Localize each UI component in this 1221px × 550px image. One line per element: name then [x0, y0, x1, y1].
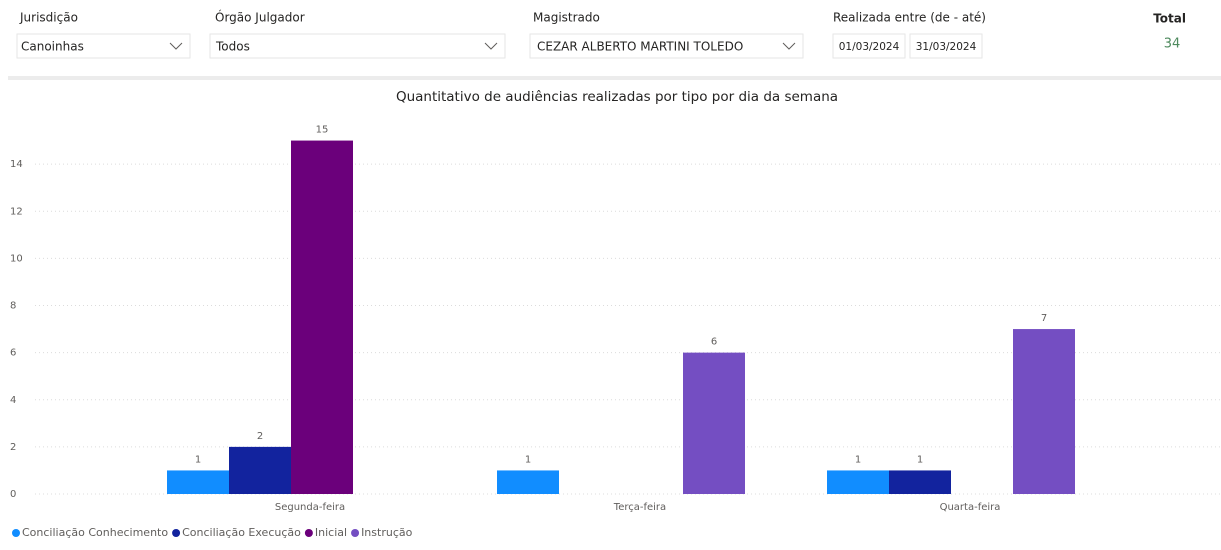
dropdown-value[interactable]: CEZAR ALBERTO MARTINI TOLEDO: [537, 40, 743, 54]
y-tick-label: 0: [10, 489, 16, 500]
data-label: 7: [1041, 313, 1047, 324]
data-label: 6: [711, 337, 717, 348]
legend-marker: [172, 529, 181, 537]
date-input[interactable]: [909, 33, 983, 59]
legend-label: Inicial: [315, 526, 347, 539]
filter-label: Magistrado: [533, 11, 600, 25]
legend-marker: [304, 529, 313, 537]
dropdown-value[interactable]: Canoinhas: [21, 40, 84, 54]
bar: [229, 446, 291, 494]
data-label: 2: [257, 431, 263, 442]
legend-label: Conciliação Execução: [182, 526, 301, 539]
bar: [167, 470, 229, 494]
chevron: [782, 42, 796, 50]
separator: [8, 76, 1221, 80]
dropdown-value[interactable]: Todos: [215, 40, 250, 54]
x-tick-label: Segunda-feira: [275, 502, 345, 513]
y-tick-label: 14: [10, 159, 23, 170]
bar: [497, 470, 559, 494]
y-tick-label: 6: [10, 348, 16, 359]
bar: [827, 470, 889, 494]
legend-label: Instrução: [361, 526, 413, 539]
bar: [683, 352, 745, 494]
bar: [889, 470, 951, 494]
data-label: 1: [195, 454, 201, 465]
x-tick-label: Terça-feira: [613, 502, 666, 513]
dropdown[interactable]: [16, 33, 191, 59]
data-label: 1: [855, 454, 861, 465]
date-from[interactable]: 01/03/2024: [839, 41, 900, 53]
legend-marker: [12, 529, 20, 537]
y-tick-label: 4: [10, 395, 16, 406]
bar: [291, 140, 353, 494]
date-to[interactable]: 31/03/2024: [916, 41, 977, 53]
filter-label: Realizada entre (de - até): [833, 11, 986, 25]
total-label: Total: [1153, 12, 1186, 26]
chevron: [169, 42, 183, 50]
data-label: 1: [525, 454, 531, 465]
dropdown[interactable]: [209, 33, 506, 59]
dropdown[interactable]: [529, 33, 804, 59]
y-tick-label: 8: [10, 301, 16, 312]
y-tick-label: 12: [10, 206, 23, 217]
total-value: 34: [1164, 37, 1181, 52]
bar: [1013, 329, 1075, 494]
y-tick-label: 2: [10, 442, 16, 453]
date-input[interactable]: [832, 33, 906, 59]
filter-label: Jurisdição: [19, 11, 78, 25]
filter-label: Órgão Julgador: [215, 10, 305, 25]
data-label: 1: [917, 454, 923, 465]
chart-title: Quantitativo de audiências realizadas po…: [396, 89, 838, 105]
data-label: 15: [316, 125, 329, 136]
y-tick-label: 10: [10, 253, 23, 264]
chevron: [484, 42, 498, 50]
legend-marker: [351, 529, 360, 537]
legend-label: Conciliação Conhecimento: [22, 526, 168, 539]
x-tick-label: Quarta-feira: [940, 502, 1001, 513]
